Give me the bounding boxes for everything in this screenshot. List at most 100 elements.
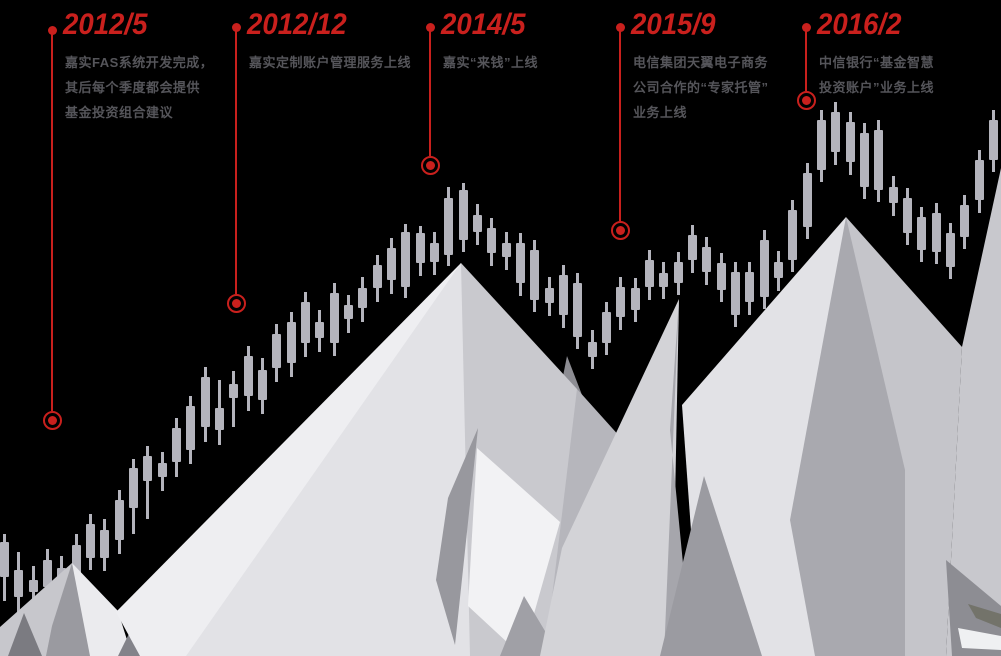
timeline-end-ring-icon bbox=[610, 220, 630, 240]
candle-body bbox=[501, 243, 511, 257]
milestone-date: 2012/12 bbox=[247, 8, 347, 41]
mountain-facet bbox=[958, 628, 1001, 650]
candle-body bbox=[85, 524, 95, 558]
candle-body bbox=[988, 120, 998, 160]
candle-body bbox=[644, 260, 654, 287]
candle-body bbox=[830, 112, 840, 152]
milestone-description: 电信集团天翼电子商务 公司合作的“专家托管” 业务上线 bbox=[633, 50, 769, 125]
candle-body bbox=[429, 243, 439, 262]
milestone-date: 2015/9 bbox=[631, 8, 716, 41]
candle-body bbox=[759, 240, 769, 297]
timeline-start-dot-icon bbox=[47, 25, 57, 35]
timeline-line bbox=[235, 27, 237, 294]
mountain-facet bbox=[468, 448, 560, 656]
candle-body bbox=[486, 228, 496, 253]
candle-body bbox=[329, 293, 339, 343]
candle-body bbox=[0, 542, 9, 577]
candle-body bbox=[845, 122, 855, 162]
candle-body bbox=[128, 468, 138, 508]
candle-body bbox=[916, 217, 926, 250]
candle-body bbox=[730, 272, 740, 315]
candle-body bbox=[157, 463, 167, 477]
milestone-date: 2014/5 bbox=[441, 8, 526, 41]
milestone-description: 中信银行“基金智慧 投资账户”业务上线 bbox=[819, 50, 934, 100]
timeline-end-dot-icon bbox=[47, 415, 57, 425]
candle-body bbox=[185, 406, 195, 450]
mountain-facet bbox=[660, 476, 762, 656]
candle-body bbox=[859, 133, 869, 187]
milestone-description-line: 嘉实定制账户管理服务上线 bbox=[249, 55, 412, 70]
candle-body bbox=[386, 248, 396, 280]
candle-body bbox=[630, 288, 640, 310]
milestone-description-line: 公司合作的“专家托管” bbox=[633, 80, 769, 95]
timeline-end-ring-icon bbox=[796, 90, 816, 110]
candle-body bbox=[42, 560, 52, 587]
candle-body bbox=[716, 263, 726, 290]
candle-body bbox=[558, 275, 568, 315]
candle-body bbox=[472, 215, 482, 232]
candle-body bbox=[744, 272, 754, 302]
candle-body bbox=[286, 322, 296, 363]
candle-body bbox=[587, 342, 597, 357]
timeline-line bbox=[805, 27, 807, 91]
mountain-facet bbox=[186, 263, 520, 656]
candle-body bbox=[357, 288, 367, 308]
mountain-facet bbox=[436, 428, 478, 645]
candle-body bbox=[687, 235, 697, 260]
candle-body bbox=[658, 273, 668, 287]
candle-body bbox=[601, 312, 611, 343]
timeline-end-dot-icon bbox=[425, 160, 435, 170]
timeline-end-ring-icon bbox=[226, 293, 246, 313]
milestone-description: 嘉实定制账户管理服务上线 bbox=[249, 50, 411, 75]
candle-body bbox=[142, 456, 152, 481]
mountain-facet bbox=[968, 604, 1001, 628]
milestone-description-line: 其后每个季度都会提供 bbox=[65, 80, 201, 95]
candle-body bbox=[99, 530, 109, 558]
milestone-description: 嘉实“来钱”上线 bbox=[443, 50, 538, 75]
candle-body bbox=[544, 288, 554, 303]
candle-body bbox=[71, 545, 81, 573]
timeline-end-dot-icon bbox=[615, 225, 625, 235]
candle-body bbox=[28, 580, 38, 592]
candle-body bbox=[773, 262, 783, 278]
milestone-description-line: 基金投资组合建议 bbox=[65, 105, 174, 120]
candle-body bbox=[271, 334, 281, 368]
candle-body bbox=[171, 428, 181, 462]
candle-body bbox=[372, 265, 382, 288]
timeline-start-dot-icon bbox=[425, 22, 435, 32]
milestone-description-line: 电信集团天翼电子商务 bbox=[633, 55, 769, 70]
candle-body bbox=[400, 232, 410, 287]
candle-body bbox=[974, 160, 984, 200]
candle-body bbox=[802, 173, 812, 227]
candle-body bbox=[873, 130, 883, 190]
timeline-start-dot-icon bbox=[231, 22, 241, 32]
candle-body bbox=[228, 384, 238, 398]
timeline-end-dot-icon bbox=[231, 298, 241, 308]
timeline-start-dot-icon bbox=[615, 22, 625, 32]
timeline-end-ring-icon bbox=[42, 410, 62, 430]
candle-body bbox=[959, 205, 969, 237]
milestone-description-line: 嘉实“来钱”上线 bbox=[443, 55, 539, 70]
mountain-facet bbox=[540, 299, 679, 656]
milestone-date: 2016/2 bbox=[817, 8, 902, 41]
candle-body bbox=[114, 500, 124, 540]
timeline-line bbox=[619, 27, 621, 221]
milestone-description-line: 中信银行“基金智慧 bbox=[819, 55, 935, 70]
timeline-line bbox=[51, 30, 53, 411]
candle-body bbox=[415, 233, 425, 263]
milestone-description: 嘉实FAS系统开发完成， 其后每个季度都会提供 基金投资组合建议 bbox=[65, 50, 213, 125]
milestone-description-line: 投资账户”业务上线 bbox=[819, 80, 935, 95]
candle-wick bbox=[231, 371, 235, 427]
candle-body bbox=[257, 370, 267, 400]
timeline-line bbox=[429, 27, 431, 156]
candle-body bbox=[200, 377, 210, 427]
candle-body bbox=[902, 198, 912, 233]
timeline-start-dot-icon bbox=[801, 22, 811, 32]
timeline-end-dot-icon bbox=[801, 95, 811, 105]
candle-body bbox=[13, 570, 23, 597]
candle-body bbox=[443, 198, 453, 255]
candle-body bbox=[615, 287, 625, 317]
